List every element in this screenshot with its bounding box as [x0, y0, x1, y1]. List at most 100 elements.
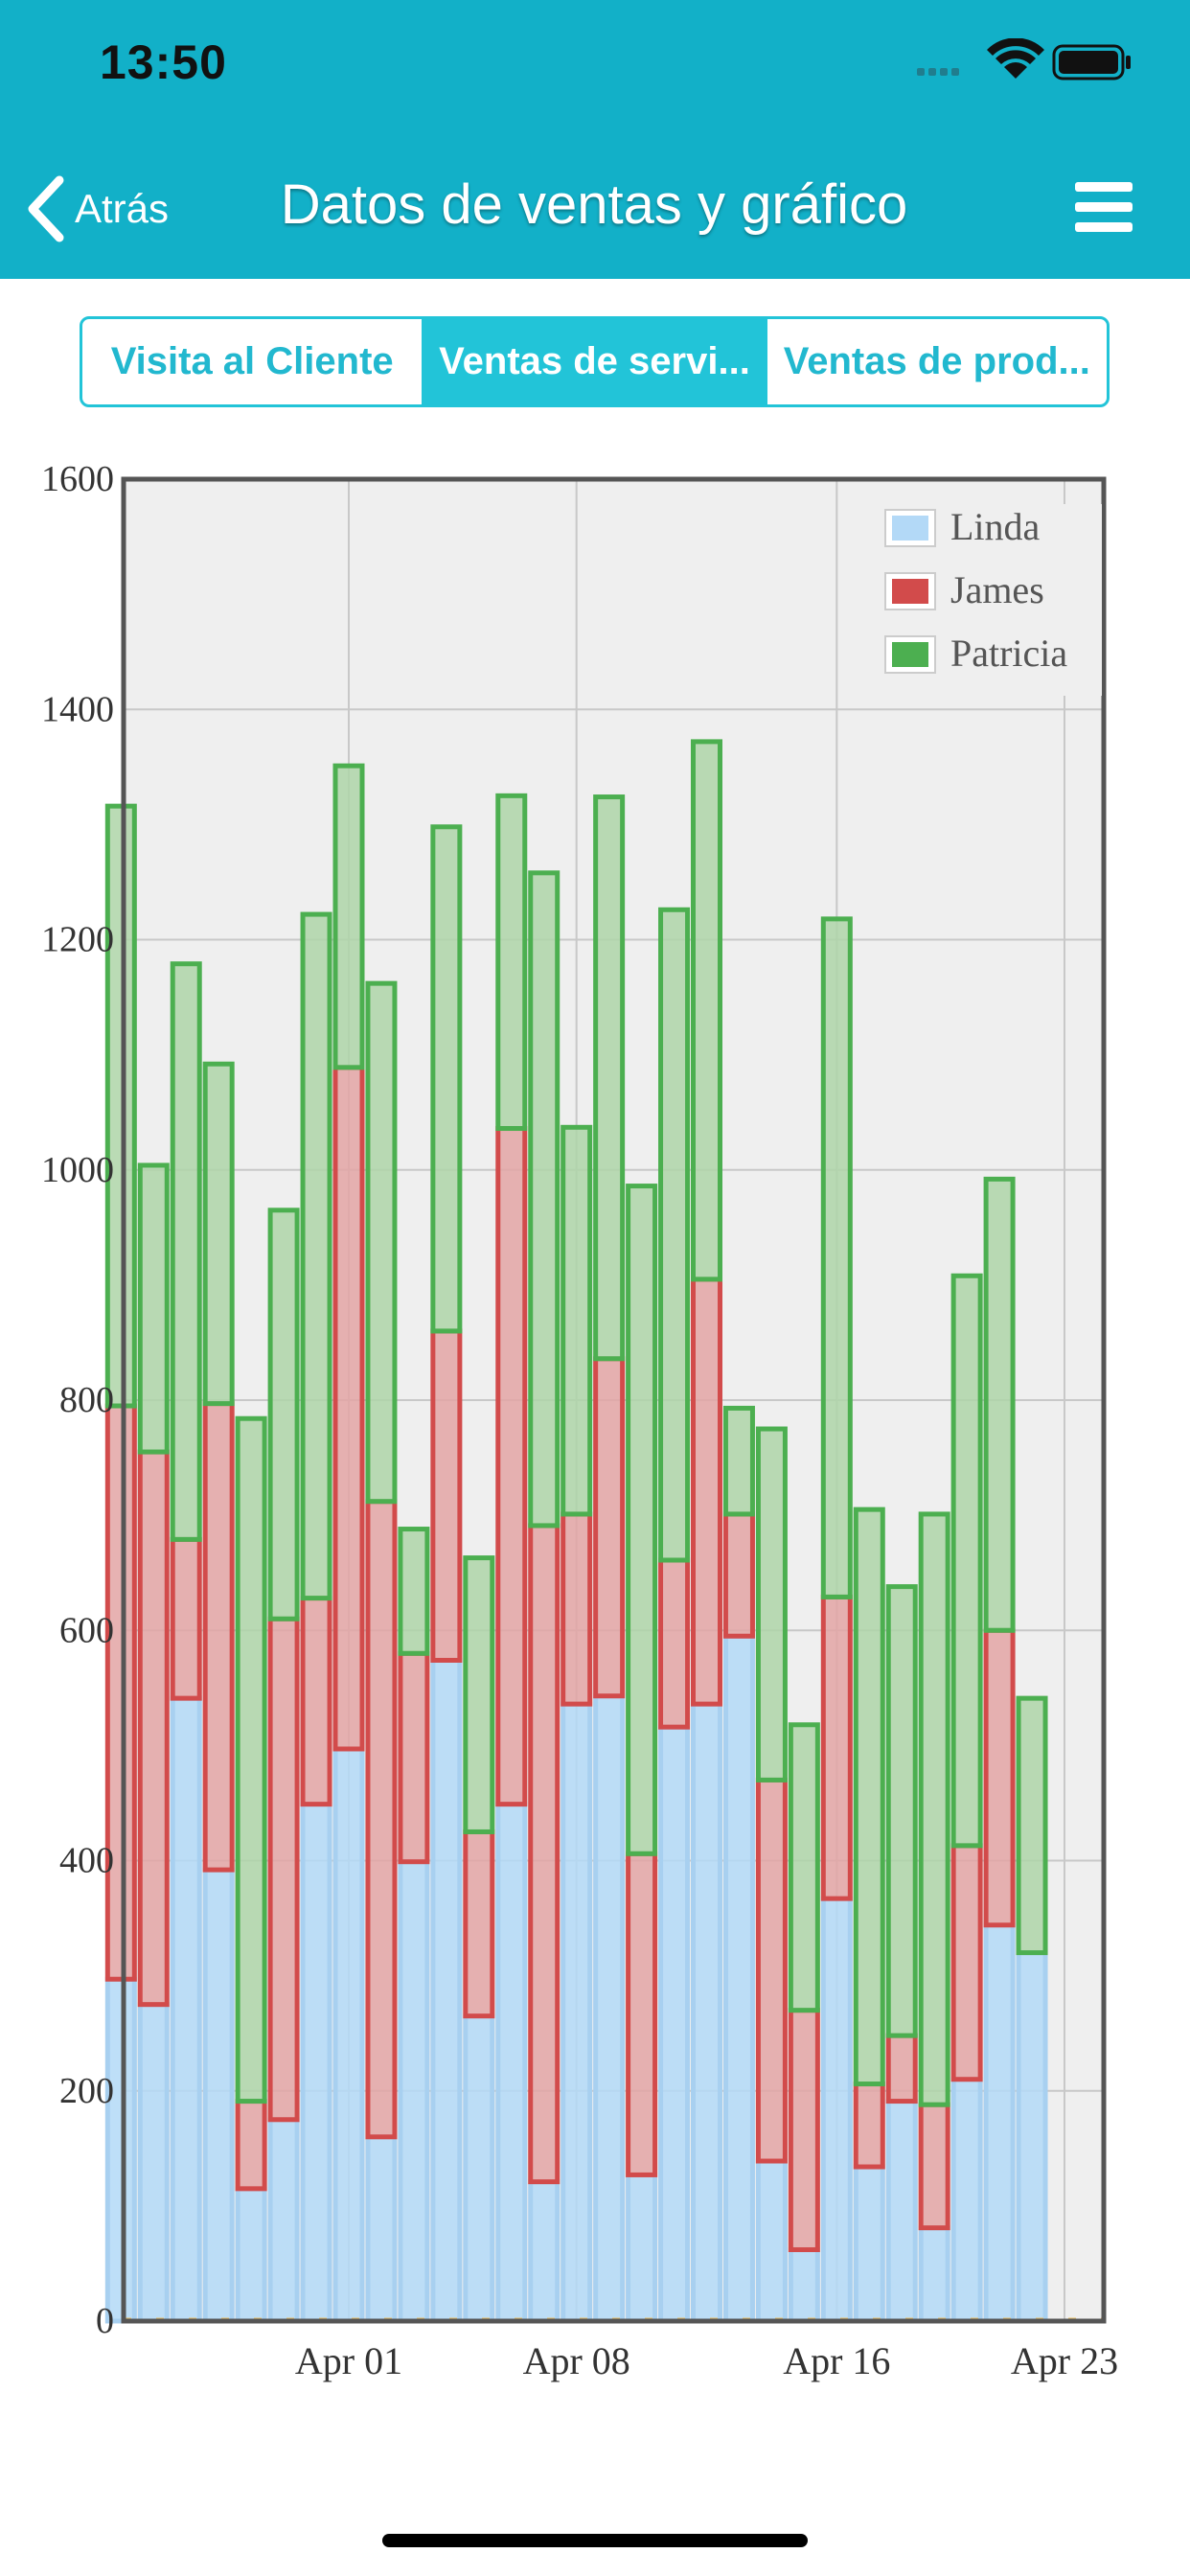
hamburger-menu-icon[interactable]	[1075, 182, 1140, 236]
y-tick-label: 1400	[41, 689, 114, 729]
bar-james	[430, 1328, 463, 1663]
bar-james	[332, 1065, 365, 1752]
legend-swatch-james	[892, 579, 928, 604]
bar-linda	[300, 1802, 332, 2324]
chevron-left-icon	[28, 175, 64, 242]
bar-james	[104, 1403, 137, 1982]
bar-linda	[918, 2225, 950, 2324]
bar-patricia	[658, 907, 691, 1563]
bar-james	[235, 2099, 267, 2192]
y-tick-label: 800	[59, 1380, 114, 1420]
bar-james	[722, 1511, 755, 1639]
bar-james	[593, 1356, 626, 1699]
y-tick-label: 1600	[41, 459, 114, 499]
battery-icon	[1052, 44, 1131, 80]
bar-james	[398, 1650, 430, 1865]
bar-linda	[691, 1701, 722, 2324]
bar-james	[561, 1511, 593, 1707]
bar-linda	[495, 1802, 528, 2324]
bar-patricia	[561, 1124, 593, 1517]
page-title: Datos de ventas y gráfico	[280, 173, 908, 236]
bar-patricia	[983, 1176, 1016, 1633]
home-indicator	[382, 2534, 808, 2547]
x-tick-label: Apr 01	[295, 2339, 402, 2382]
bar-linda	[885, 2099, 918, 2324]
bar-linda	[104, 1976, 137, 2324]
x-tick-label: Apr 16	[783, 2339, 890, 2382]
tab-ventas-de-productos[interactable]: Ventas de prod...	[764, 319, 1107, 404]
bar-patricia	[593, 794, 626, 1362]
bar-patricia	[365, 980, 398, 1505]
bar-james	[853, 2082, 885, 2170]
bar-patricia	[755, 1426, 788, 1782]
bar-linda	[235, 2186, 267, 2324]
bar-james	[170, 1536, 202, 1701]
bar-patricia	[691, 739, 722, 1282]
legend-label: James	[950, 568, 1044, 611]
bar-james	[820, 1594, 853, 1901]
back-button[interactable]: Atrás	[23, 171, 169, 247]
bar-patricia	[1016, 1695, 1048, 1956]
x-tick-label: Apr 08	[523, 2339, 630, 2382]
bar-linda	[561, 1701, 593, 2324]
bar-patricia	[918, 1511, 950, 2107]
bar-linda	[170, 1695, 202, 2324]
bar-james	[202, 1401, 235, 1873]
bar-linda	[820, 1896, 853, 2324]
bar-james	[885, 2033, 918, 2104]
legend-label: Patricia	[950, 632, 1067, 675]
bar-linda	[528, 2179, 561, 2324]
back-label: Atrás	[75, 186, 170, 231]
bar-linda	[463, 2013, 495, 2324]
legend-label: Linda	[950, 505, 1041, 548]
y-tick-label: 1000	[41, 1150, 114, 1190]
bar-james	[918, 2102, 950, 2231]
bar-linda	[202, 1867, 235, 2324]
bar-linda	[853, 2164, 885, 2324]
wifi-icon	[987, 38, 1044, 79]
bar-james	[267, 1616, 300, 2123]
legend-swatch-patricia	[892, 642, 928, 667]
legend-swatch-linda	[892, 516, 928, 540]
bar-linda	[398, 1859, 430, 2324]
bar-james	[788, 2008, 820, 2253]
x-tick-label: Apr 23	[1011, 2339, 1118, 2382]
bar-linda	[137, 2002, 170, 2324]
bar-linda	[365, 2134, 398, 2324]
segmented-control: Visita al Cliente Ventas de servi... Ven…	[80, 316, 1110, 407]
bar-james	[691, 1276, 722, 1707]
bar-james	[463, 1828, 495, 2019]
cellular-signal-icon	[917, 68, 959, 76]
bar-patricia	[235, 1415, 267, 2104]
bar-patricia	[332, 763, 365, 1070]
navigation-bar: 13:50 Atrás Datos de ventas y gráfico	[0, 0, 1190, 279]
bar-linda	[593, 1693, 626, 2324]
bar-patricia	[267, 1208, 300, 1622]
bar-linda	[950, 2077, 983, 2324]
y-tick-label: 1200	[41, 920, 114, 960]
tab-visita-al-cliente[interactable]: Visita al Cliente	[110, 340, 394, 382]
bar-linda	[626, 2172, 658, 2324]
bar-linda	[267, 2117, 300, 2324]
bar-james	[300, 1596, 332, 1807]
bar-james	[365, 1499, 398, 2140]
bar-linda	[332, 1746, 365, 2324]
bar-linda	[983, 1922, 1016, 2324]
bar-linda	[430, 1657, 463, 2324]
bar-patricia	[495, 793, 528, 1132]
tab-ventas-de-servicios[interactable]: Ventas de servi...	[422, 319, 765, 404]
stacked-bar-chart: 0 200 400 600 800 1000 1200 1400 1600 Apr 01 Apr 0…	[41, 459, 1118, 2382]
bar-james	[137, 1449, 170, 2008]
bar-patricia	[104, 803, 137, 1409]
bar-patricia	[528, 870, 561, 1529]
bar-linda	[755, 2158, 788, 2324]
y-tick-label: 0	[96, 2301, 114, 2341]
bar-patricia	[853, 1506, 885, 2087]
bar-linda	[788, 2247, 820, 2324]
bar-james	[983, 1627, 1016, 1928]
bar-james	[950, 1843, 983, 2082]
bar-patricia	[788, 1722, 820, 2013]
bar-patricia	[398, 1527, 430, 1656]
bar-patricia	[300, 911, 332, 1601]
plot-frame	[121, 476, 1107, 2324]
